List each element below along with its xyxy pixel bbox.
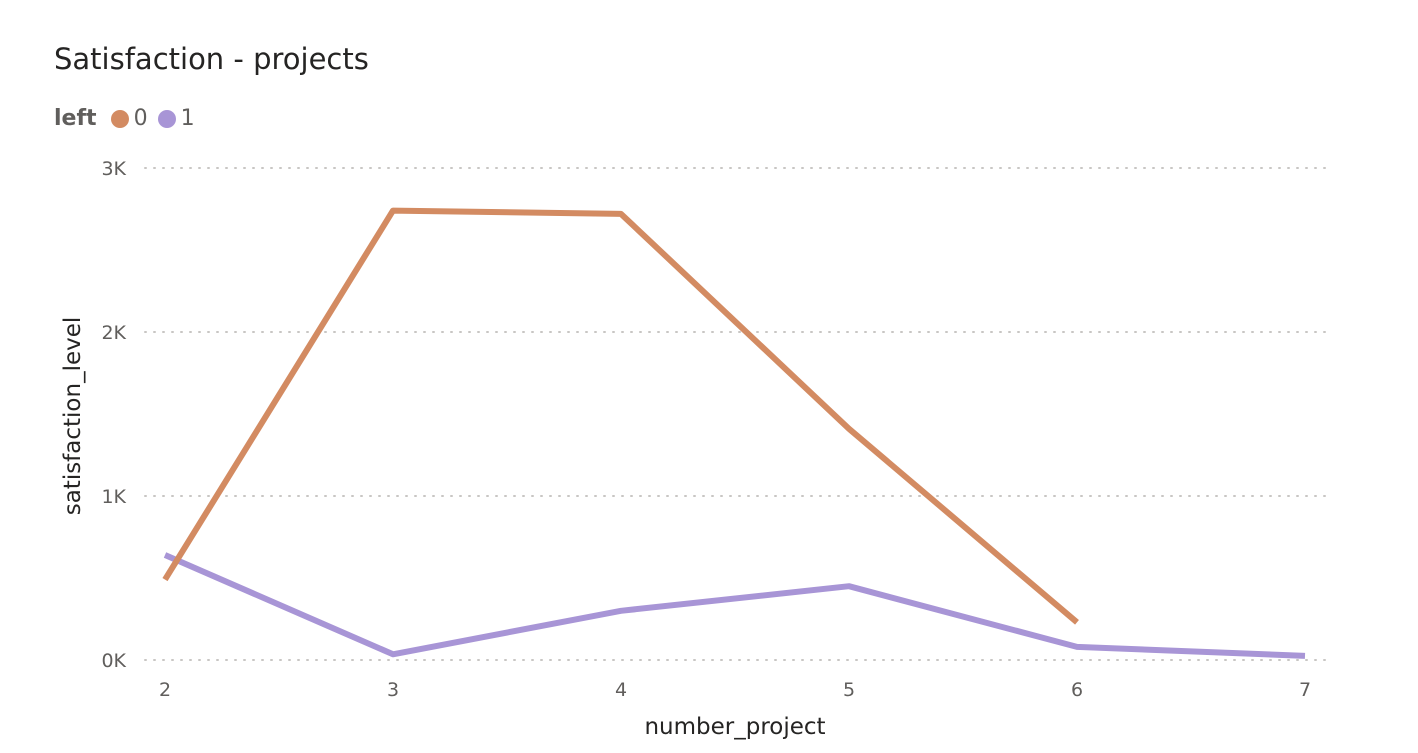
y-tick-label-3: 3K: [101, 158, 126, 180]
gridlines: [144, 167, 1326, 661]
legend-item-1[interactable]: 1: [157, 106, 195, 131]
x-tick-label-5: 7: [1299, 679, 1311, 701]
legend-title: left: [54, 106, 97, 131]
y-tick-label-2: 2K: [101, 322, 126, 344]
y-tick-label-1: 1K: [101, 486, 126, 508]
y-axis-title: satisfaction_level: [60, 317, 86, 516]
x-tick-label-2: 4: [615, 679, 627, 701]
series-line-0[interactable]: [162, 207, 1079, 625]
legend-item-0[interactable]: 0: [110, 106, 148, 131]
x-tick-label-4: 6: [1071, 679, 1083, 701]
series-line-1[interactable]: [163, 552, 1306, 659]
legend-label-1: 1: [180, 106, 195, 131]
legend: left 0 1: [54, 106, 205, 131]
y-axis-ticks: 0K 1K 2K 3K: [101, 158, 126, 672]
legend-label-0: 0: [133, 106, 148, 131]
legend-marker-0: [110, 109, 129, 128]
x-axis-title: number_project: [644, 714, 825, 740]
x-tick-label-1: 3: [387, 679, 399, 701]
chart-title: Satisfaction - projects: [54, 42, 369, 76]
y-tick-label-0: 0K: [101, 650, 126, 672]
x-tick-label-3: 5: [843, 679, 855, 701]
x-tick-label-0: 2: [159, 679, 171, 701]
series-lines: [162, 207, 1306, 659]
legend-marker-1: [157, 109, 176, 128]
x-axis-ticks: 2 3 4 5 6 7: [159, 679, 1311, 701]
